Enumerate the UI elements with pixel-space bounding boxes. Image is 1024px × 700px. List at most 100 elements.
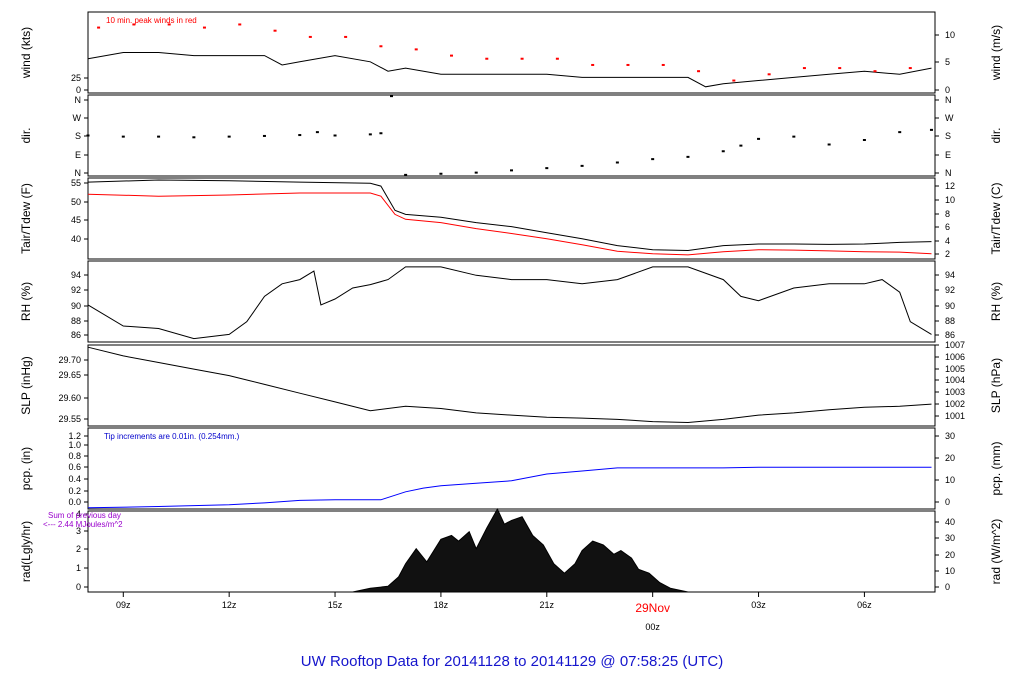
y-right-tick-label: 2 xyxy=(945,249,950,259)
y-right-tick-label: 0 xyxy=(945,497,950,507)
peak-wind-point xyxy=(908,67,912,70)
data-point xyxy=(792,135,796,138)
peak-wind-point xyxy=(838,67,842,70)
peak-wind-point xyxy=(414,48,418,51)
y-axis-label-right: dir. xyxy=(989,127,1003,143)
x-tick-label: 06z xyxy=(857,600,872,610)
peak-wind-point xyxy=(591,63,595,66)
y-axis-label: pcp. (in) xyxy=(19,447,33,490)
x-tick-label: 18z xyxy=(434,600,449,610)
x-tick-label: 03z xyxy=(751,600,766,610)
y-right-tick-label: 1005 xyxy=(945,364,965,374)
panel-4: 86 88 90 92 94 86 88 90 92 94 RH (%) RH (%) xyxy=(19,260,1003,343)
y-right-tick-label: 40 xyxy=(945,517,955,527)
peak-wind-point xyxy=(873,70,877,73)
panel-frame xyxy=(87,94,936,177)
time-axis: 09z 12z 15z 18z 21z 00z 03z 06z 29Nov xyxy=(116,592,872,632)
y-tick-label: 94 xyxy=(71,270,81,280)
panel-frame xyxy=(87,177,936,260)
data-point xyxy=(686,155,690,158)
y-tick-label: W xyxy=(73,113,82,123)
peak-wind-point xyxy=(661,63,665,66)
y-axis-label: RH (%) xyxy=(19,282,33,321)
y-tick-label: 40 xyxy=(71,234,81,244)
peak-wind-point xyxy=(308,35,312,38)
data-point xyxy=(439,172,443,175)
data-point xyxy=(227,135,231,138)
y-right-tick-label: 20 xyxy=(945,453,955,463)
data-point xyxy=(739,144,743,147)
y-tick-label: 29.55 xyxy=(58,414,81,424)
peak-wind-point xyxy=(167,23,171,26)
y-axis-label: Tair/Tdew (F) xyxy=(19,183,33,254)
y-right-tick-label: 86 xyxy=(945,330,955,340)
y-tick-label: 0.0 xyxy=(68,497,81,507)
series-line-2 xyxy=(87,192,932,256)
peak-wind-point xyxy=(697,70,701,73)
series-line-1 xyxy=(87,266,932,340)
y-tick-label: S xyxy=(75,131,81,141)
panel-6: 0.00.2 0.4 0.60.81.01.2 0 10 20 30 pcp. (in) pcp… xyxy=(19,427,1003,510)
y-axis-label-right: SLP (hPa) xyxy=(989,358,1003,413)
y-axis-label-right: wind (m/s) xyxy=(989,25,1003,81)
data-point xyxy=(390,95,394,98)
y-right-tick-label: 92 xyxy=(945,285,955,295)
y-right-tick-label: 88 xyxy=(945,316,955,326)
y-right-tick-label: 90 xyxy=(945,301,955,311)
y-tick-label: 0.8 xyxy=(68,451,81,461)
x-tick-label: 09z xyxy=(116,600,131,610)
peak-wind-point xyxy=(555,57,559,60)
data-point xyxy=(721,150,725,153)
y-tick-label: 1.2 xyxy=(68,431,81,441)
data-point xyxy=(404,173,408,176)
y-right-tick-label: 8 xyxy=(945,209,950,219)
series-line-1 xyxy=(87,52,932,88)
y-right-tick-label: E xyxy=(945,150,951,160)
y-tick-label: N xyxy=(75,95,82,105)
y-tick-label: 2 xyxy=(76,544,81,554)
y-right-tick-label: 30 xyxy=(945,533,955,543)
y-right-tick-label: 1007 xyxy=(945,340,965,350)
y-tick-label: E xyxy=(75,150,81,160)
series-line-1 xyxy=(87,466,932,509)
data-point xyxy=(651,158,655,161)
data-point xyxy=(615,161,619,164)
y-tick-label: 0 xyxy=(76,582,81,592)
data-point xyxy=(298,134,302,137)
y-tick-label: 29.70 xyxy=(58,355,81,365)
y-axis-label-right: pcp. (mm) xyxy=(989,441,1003,495)
y-right-tick-label: 1006 xyxy=(945,352,965,362)
peak-wind-point xyxy=(202,26,206,29)
y-axis-label: SLP (inHg) xyxy=(19,356,33,414)
data-point xyxy=(379,132,383,135)
y-tick-label: 1.0 xyxy=(68,440,81,450)
peak-wind-point xyxy=(520,57,524,60)
y-tick-label: 0.6 xyxy=(68,462,81,472)
peak-wind-point xyxy=(238,23,242,26)
y-right-tick-label: S xyxy=(945,131,951,141)
peak-wind-point xyxy=(450,54,454,57)
data-point xyxy=(474,171,478,174)
y-tick-label: 29.60 xyxy=(58,393,81,403)
y-tick-label: 90 xyxy=(71,301,81,311)
panel-frame xyxy=(87,260,936,343)
data-point xyxy=(898,131,902,134)
data-point xyxy=(580,164,584,167)
peak-wind-point xyxy=(273,29,277,32)
panel-3: 40 45 50 55 2 4 6 8 10 12 Tair/Tdew (F) Tair/Tdew (… xyxy=(19,177,1003,260)
y-right-tick-label: N xyxy=(945,95,952,105)
data-point xyxy=(545,167,549,170)
y-right-tick-label: N xyxy=(945,168,952,178)
panel-annotation: <--- 2.44 MJoules/m^2 xyxy=(43,520,123,529)
data-point xyxy=(827,143,831,146)
data-point xyxy=(510,169,513,172)
y-tick-label: 92 xyxy=(71,285,81,295)
y-right-tick-label: 10 xyxy=(945,195,955,205)
y-right-tick-label: 6 xyxy=(945,222,950,232)
y-right-tick-label: 4 xyxy=(945,236,950,246)
y-right-tick-label: 1003 xyxy=(945,387,965,397)
y-right-tick-label: 10 xyxy=(945,475,955,485)
